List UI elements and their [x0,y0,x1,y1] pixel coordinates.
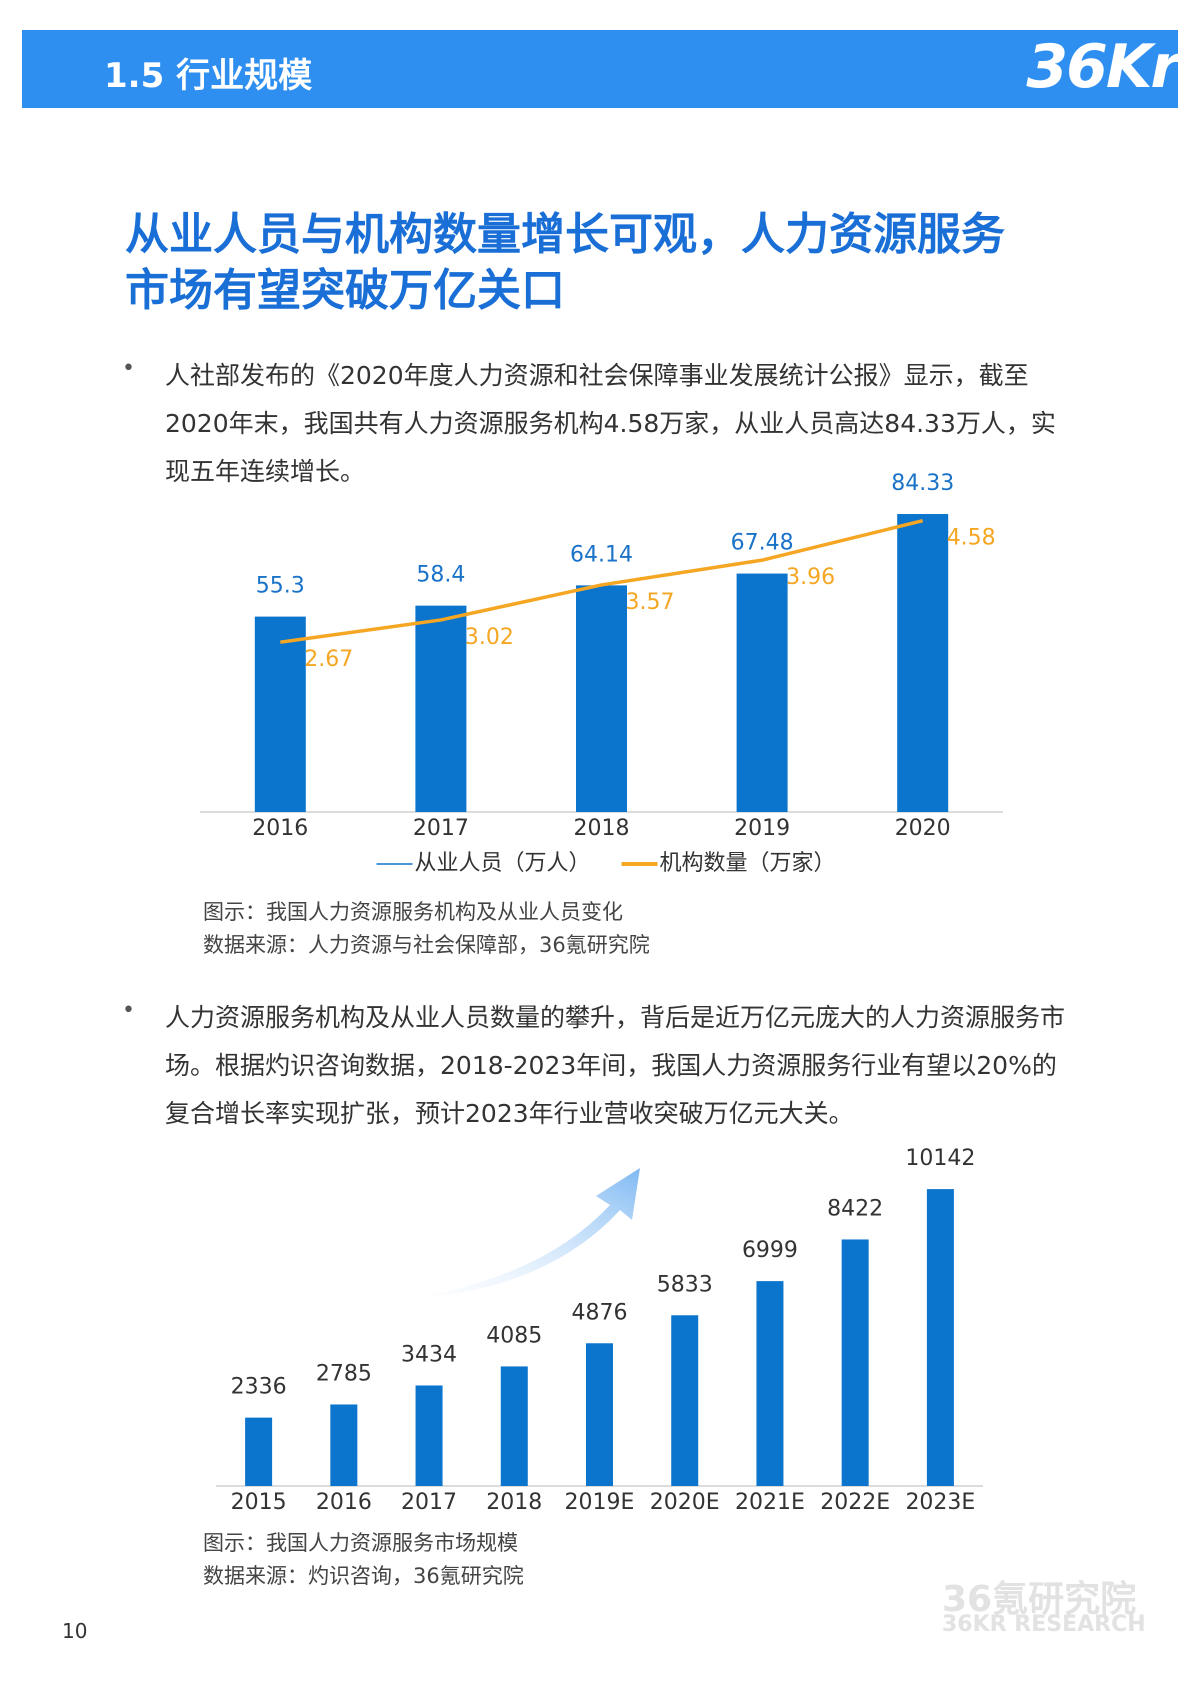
line [280,519,924,644]
paragraph: 人社部发布的《2020年度人力资源和社会保障事业发展统计公报》显示，截至2020… [165,361,1056,486]
x-tick-label: 2015 [231,1490,287,1515]
legend-label: 从业人员（万人） [415,851,591,876]
data-label: 84.33 [891,471,954,496]
x-tick-label: 2016 [252,816,308,841]
data-label: 8422 [827,1196,883,1221]
x-tick-label: 2017 [413,816,469,841]
watermark: 36KR RESEARCH [942,1612,1146,1637]
data-label: 2.67 [304,647,353,672]
data-label: 4876 [572,1300,628,1325]
data-label: 67.48 [731,531,794,556]
x-tick-label: 2022E [820,1490,890,1515]
bar [415,605,467,812]
headline: 从业人员与机构数量增长可观，人力资源服务 [125,209,1005,260]
headline: 市场有望突破万亿关口 [125,265,565,316]
bullet: • [122,356,135,381]
x-tick-label: 2021E [735,1490,805,1515]
data-label: 5833 [657,1272,713,1297]
data-label: 55.3 [256,574,305,599]
bar [671,1315,699,1486]
data-label: 3.02 [465,625,514,650]
bar [586,1343,613,1486]
header-bar: 1.5 行业规模 36Kr [22,30,1180,108]
bar [841,1239,869,1486]
data-label: 3.96 [786,565,835,590]
watermark: 36氪研究院 [942,1579,1137,1620]
bullet: • [122,998,135,1023]
x-tick-label: 2019 [734,816,790,841]
logo: 36Kr [1026,32,1180,102]
data-label: 64.14 [570,542,633,567]
x-tick-label: 2018 [486,1490,542,1515]
data-label: 4085 [486,1323,542,1348]
bar [756,1281,784,1486]
paragraph: 人力资源服务机构及从业人员数量的攀升，背后是近万亿元庞大的人力资源服务市场。根据… [165,1003,1066,1128]
data-label: 3.57 [626,590,675,615]
bar [330,1404,358,1486]
data-label: 6999 [742,1238,798,1263]
growth-arrow [400,1168,640,1300]
data-label: 2785 [316,1361,372,1386]
data-label: 58.4 [416,563,465,588]
section-title: 1.5 行业规模 [104,56,313,96]
bar [245,1417,273,1486]
bar [415,1385,443,1486]
data-label: 2336 [231,1375,287,1400]
caption: 图示：我国人力资源服务市场规模 [203,1531,518,1555]
caption: 图示：我国人力资源服务机构及从业人员变化 [203,900,623,924]
bar [736,573,788,812]
data-label: 3434 [401,1342,457,1367]
bar [926,1189,954,1486]
x-tick-label: 2020E [650,1490,720,1515]
x-tick-label: 2023E [905,1490,975,1515]
x-tick-label: 2020 [895,816,951,841]
x-tick-label: 2016 [316,1490,372,1515]
x-tick-label: 2019E [565,1490,635,1515]
data-label: 4.58 [947,526,996,551]
caption: 数据来源：灼识咨询，36氪研究院 [203,1564,524,1588]
x-tick-label: 2018 [574,816,630,841]
legend-label: 机构数量（万家） [660,851,836,876]
bar [897,514,949,812]
bar [500,1366,528,1486]
caption: 数据来源：人力资源与社会保障部，36氪研究院 [203,933,650,957]
page-number: 10 [62,1619,88,1643]
data-label: 10142 [905,1146,975,1171]
bar [576,585,627,812]
x-tick-label: 2017 [401,1490,457,1515]
bar [254,616,306,812]
